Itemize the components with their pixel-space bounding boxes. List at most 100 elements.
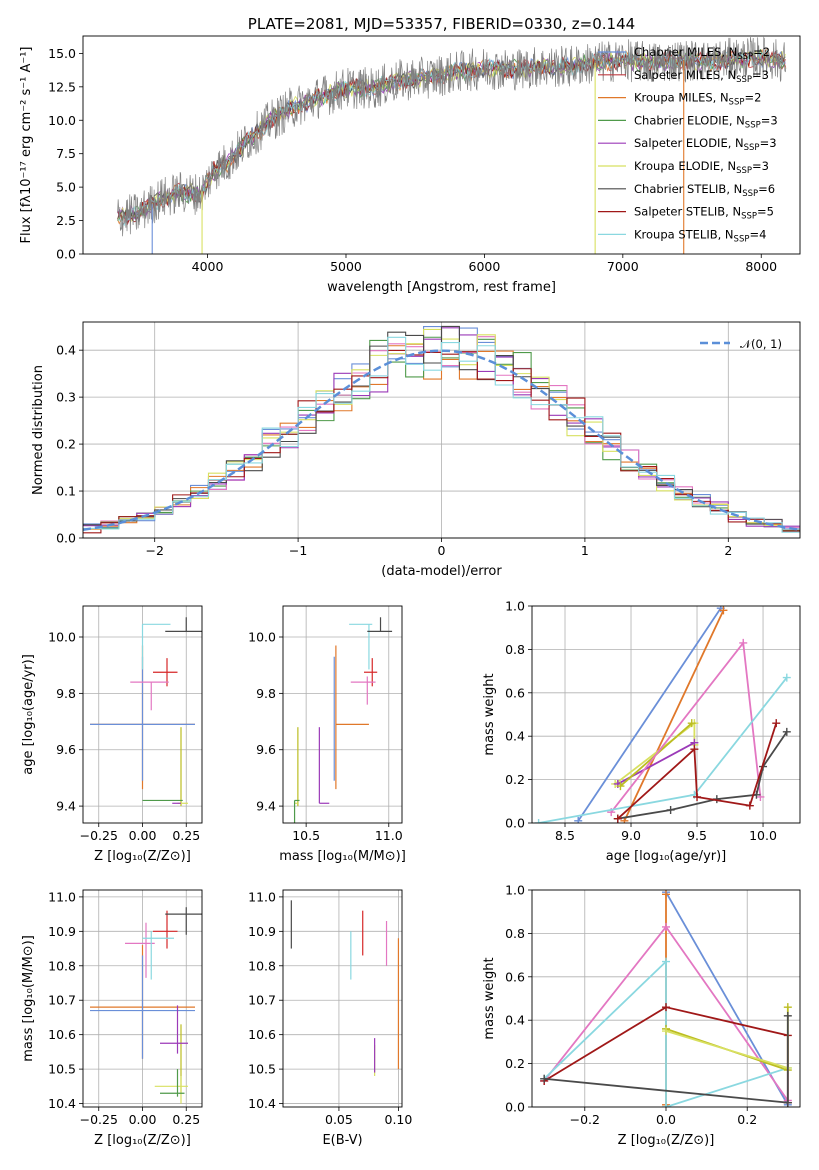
data-marker bbox=[745, 801, 754, 810]
x-tick-label: 0.10 bbox=[385, 1112, 413, 1127]
data-marker bbox=[666, 805, 675, 814]
legend-subscript: SSP bbox=[744, 143, 760, 153]
x-axis-label: age [log₁₀(age/yr)] bbox=[606, 849, 727, 864]
data-marker bbox=[783, 1011, 792, 1020]
legend-label: Kroupa MILES, NSSP=2 bbox=[634, 91, 761, 108]
axes-frame bbox=[531, 605, 801, 824]
legend-item: Kroupa ELODIE, NSSP=3 bbox=[598, 159, 769, 176]
y-tick-label: 0.4 bbox=[505, 1013, 525, 1028]
data-series bbox=[662, 890, 792, 1107]
y-tick-label: 10.6 bbox=[48, 1027, 76, 1042]
data-marker bbox=[662, 1027, 670, 1036]
y-tick-label: 10.9 bbox=[248, 924, 276, 939]
legend-count: =3 bbox=[760, 136, 777, 150]
legend-count: =4 bbox=[749, 227, 766, 241]
x-tick-label: 0.2 bbox=[737, 1112, 757, 1127]
data-marker bbox=[662, 922, 670, 931]
data-point bbox=[318, 727, 330, 804]
legend-label: Salpeter STELIB, NSSP=5 bbox=[634, 205, 774, 222]
legend-item: Chabrier STELIB, NSSP=6 bbox=[598, 182, 775, 199]
legend-item: Chabrier MILES, NSSP=2 bbox=[598, 45, 770, 62]
legend-subscript: SSP bbox=[734, 234, 750, 244]
series-line bbox=[577, 607, 722, 822]
legend-subscript: SSP bbox=[745, 120, 761, 130]
data-marker bbox=[693, 792, 702, 801]
y-tick-label: 1.0 bbox=[505, 883, 525, 898]
legend-name: Kroupa ELODIE, N bbox=[634, 159, 736, 173]
y-tick-label: 12.5 bbox=[48, 79, 76, 94]
y-tick-label: 0.0 bbox=[505, 816, 525, 831]
x-tick-label: 10.0 bbox=[749, 828, 777, 843]
data-series bbox=[540, 1011, 792, 1107]
y-tick-label: 0.2 bbox=[56, 437, 76, 452]
data-point bbox=[153, 910, 178, 949]
y-tick-label: 0.1 bbox=[56, 484, 76, 499]
x-tick-label: −0.25 bbox=[80, 1112, 118, 1127]
chart-mass-age: 10.5 11.0 9.4 9.6 9.8 10.0 mass [log₁₀(M/M⊙)] bbox=[248, 605, 406, 864]
plot-area bbox=[540, 890, 792, 1107]
data-marker bbox=[662, 1003, 670, 1012]
legend-label: Kroupa ELODIE, NSSP=3 bbox=[634, 159, 769, 176]
y-tick-label: 0.2 bbox=[505, 772, 525, 787]
data-point bbox=[293, 799, 300, 823]
y-tick-label: 0.6 bbox=[505, 969, 525, 984]
chart-z-weight: −0.2 0.0 0.2 0.0 0.2 0.4 0.6 0.8 1.0 Z [log₁₀(Z/Z… bbox=[482, 883, 801, 1148]
data-point bbox=[367, 617, 393, 632]
legend-subscript: SSP bbox=[729, 98, 745, 108]
x-axis-label: mass [log₁₀(M/M⊙)] bbox=[279, 849, 406, 864]
axes-frame bbox=[82, 605, 203, 824]
data-point bbox=[165, 907, 202, 935]
data-marker bbox=[782, 727, 791, 736]
legend-item: Salpeter ELODIE, NSSP=3 bbox=[598, 136, 777, 153]
chart-spectrum: 4000 5000 6000 7000 8000 0.0 2.5 5.0 7.5 10.0 12.5… bbox=[19, 15, 801, 295]
x-tick-label: 2 bbox=[724, 543, 732, 558]
y-tick-label: 10.4 bbox=[248, 1096, 276, 1111]
legend-item: Salpeter MILES, NSSP=3 bbox=[598, 68, 769, 85]
y-axis-label: mass weight bbox=[482, 673, 497, 755]
data-marker bbox=[574, 816, 583, 823]
plot-area bbox=[293, 617, 393, 823]
data-marker bbox=[662, 890, 670, 899]
legend-label: Chabrier MILES, NSSP=2 bbox=[634, 45, 770, 62]
legend-count: =2 bbox=[744, 91, 761, 105]
legend-count: =6 bbox=[758, 182, 775, 196]
data-marker bbox=[783, 1098, 792, 1107]
y-axis-label: mass [log₁₀(M/M⊙)] bbox=[21, 935, 36, 1062]
data-point bbox=[160, 1005, 188, 1054]
axes-frame bbox=[82, 889, 203, 1108]
series-line bbox=[665, 1007, 789, 1072]
x-tick-label: 0 bbox=[438, 543, 446, 558]
histogram-series bbox=[83, 336, 800, 533]
x-tick-label: 10.5 bbox=[292, 828, 320, 843]
y-axis-label: mass weight bbox=[482, 957, 497, 1039]
data-series bbox=[620, 606, 728, 823]
data-series bbox=[574, 606, 725, 823]
y-tick-label: 2.5 bbox=[56, 213, 76, 228]
y-tick-label: 0.4 bbox=[56, 343, 76, 358]
y-tick-label: 10.0 bbox=[48, 113, 76, 128]
legend-label: Chabrier STELIB, NSSP=6 bbox=[634, 182, 775, 199]
plot-area bbox=[534, 606, 791, 823]
y-tick-label: 9.4 bbox=[256, 799, 276, 814]
y-tick-label: 0.0 bbox=[505, 1100, 525, 1115]
axes-frame bbox=[282, 889, 403, 1108]
y-tick-label: 11.0 bbox=[248, 889, 276, 904]
data-point bbox=[90, 656, 195, 781]
series-line bbox=[617, 731, 788, 820]
plot-area bbox=[90, 907, 202, 1104]
data-point bbox=[141, 623, 171, 670]
y-tick-label: 11.0 bbox=[48, 889, 76, 904]
legend-name: Salpeter MILES, N bbox=[634, 68, 736, 82]
legend-label: Chabrier ELODIE, NSSP=3 bbox=[634, 113, 778, 130]
data-marker bbox=[719, 606, 728, 615]
legend-item: Chabrier ELODIE, NSSP=3 bbox=[598, 113, 778, 130]
data-marker bbox=[662, 1103, 670, 1107]
axes-frame bbox=[531, 889, 801, 1108]
x-tick-label: 0.05 bbox=[325, 1112, 353, 1127]
data-series bbox=[613, 719, 781, 823]
x-tick-label: 8000 bbox=[745, 259, 777, 274]
y-tick-label: 10.8 bbox=[248, 958, 276, 973]
legend-name: Chabrier MILES, N bbox=[634, 45, 737, 59]
